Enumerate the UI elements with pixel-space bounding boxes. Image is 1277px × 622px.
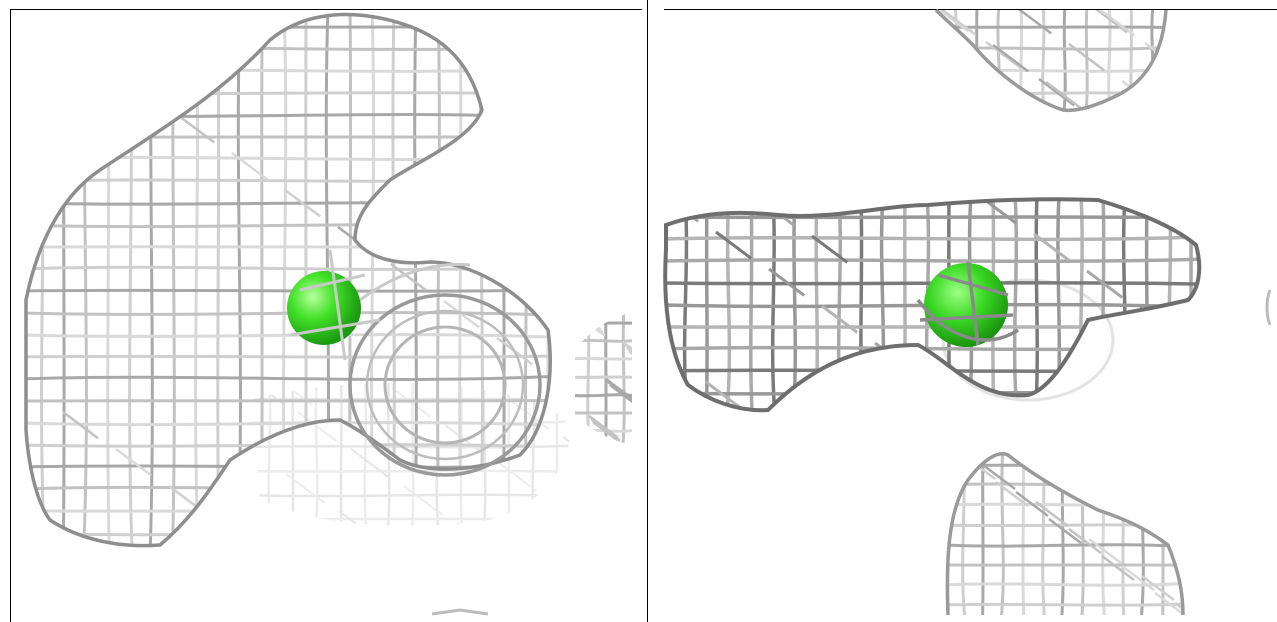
left-panel-left-border xyxy=(10,9,11,622)
bottom-mesh xyxy=(947,453,1183,615)
front-wires xyxy=(916,261,1019,346)
green-sphere-atom xyxy=(924,263,1008,347)
front-wires xyxy=(289,249,471,361)
left-density-mesh xyxy=(24,12,632,616)
right-panel xyxy=(648,0,1277,622)
bottom-fragment-mesh xyxy=(431,608,489,616)
left-panel-top-border xyxy=(10,9,642,10)
edge-fragment-mesh xyxy=(1265,289,1272,326)
right-panel-top-border xyxy=(664,9,1277,10)
ring-mesh-inner xyxy=(383,325,507,445)
right-density-mesh xyxy=(663,8,1272,616)
left-panel xyxy=(10,0,648,622)
middle-mesh-outline xyxy=(663,197,1202,413)
top-mesh xyxy=(936,10,1166,111)
bottom-mesh-outline xyxy=(945,452,1185,616)
side-mesh xyxy=(575,312,632,445)
main-mesh-outline xyxy=(24,12,552,548)
ring-mesh-outer xyxy=(348,293,542,477)
top-mesh-outline xyxy=(934,8,1168,113)
panel-divider xyxy=(647,0,648,622)
